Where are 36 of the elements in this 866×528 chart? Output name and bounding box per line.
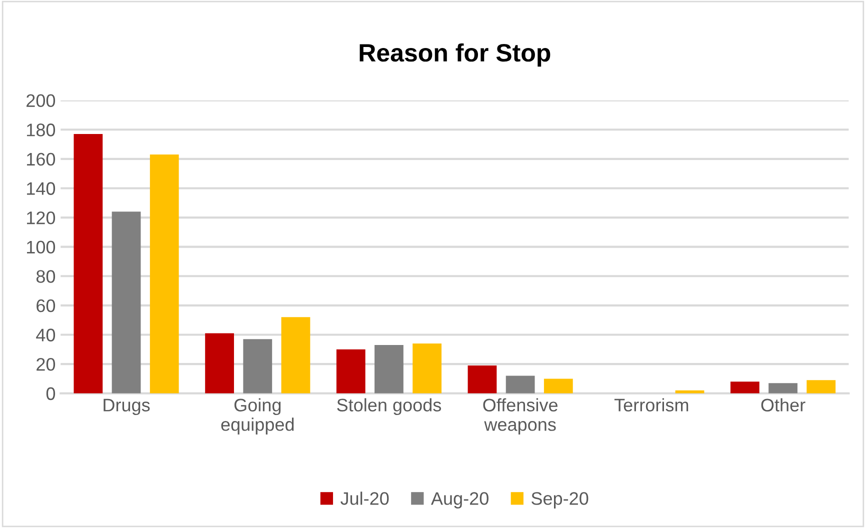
bar <box>205 333 234 394</box>
legend-label: Sep-20 <box>532 492 588 508</box>
bar <box>374 345 404 394</box>
y-tick-label: 100 <box>27 240 56 254</box>
y-tick-label: 140 <box>27 182 56 195</box>
y-tick-label: 60 <box>36 299 56 312</box>
chart-title: Reason for Stop <box>360 43 550 67</box>
y-tick-label: 120 <box>27 211 56 224</box>
bar <box>730 382 760 394</box>
bar <box>768 383 798 394</box>
x-tick-label: Offensive weapons <box>483 398 558 434</box>
x-tick-label: Terrorism <box>614 398 688 412</box>
y-tick-label: 20 <box>36 358 56 371</box>
bar <box>336 349 366 394</box>
y-tick-label: 0 <box>46 387 56 400</box>
bar <box>112 212 141 394</box>
x-tick-label: Stolen goods <box>337 398 442 416</box>
legend-label: Aug-20 <box>430 492 488 508</box>
bar <box>806 380 836 394</box>
y-tick-label: 40 <box>36 328 56 342</box>
y-tick-label: 160 <box>27 152 56 166</box>
bar <box>281 317 310 394</box>
x-tick-label: Drugs <box>104 398 150 416</box>
bar <box>468 366 497 394</box>
bar <box>150 154 179 394</box>
x-tick-label: Going equipped <box>221 398 294 434</box>
y-tick-label: 180 <box>27 124 56 136</box>
bar <box>412 344 442 394</box>
bar <box>74 134 103 394</box>
y-tick-label: 200 <box>26 94 56 108</box>
bar <box>506 376 535 394</box>
y-tick-label: 80 <box>36 270 56 283</box>
x-tick-label: Other <box>761 398 806 412</box>
bar <box>544 378 573 394</box>
bar <box>243 339 272 394</box>
legend-label: Jul-20 <box>340 492 389 505</box>
